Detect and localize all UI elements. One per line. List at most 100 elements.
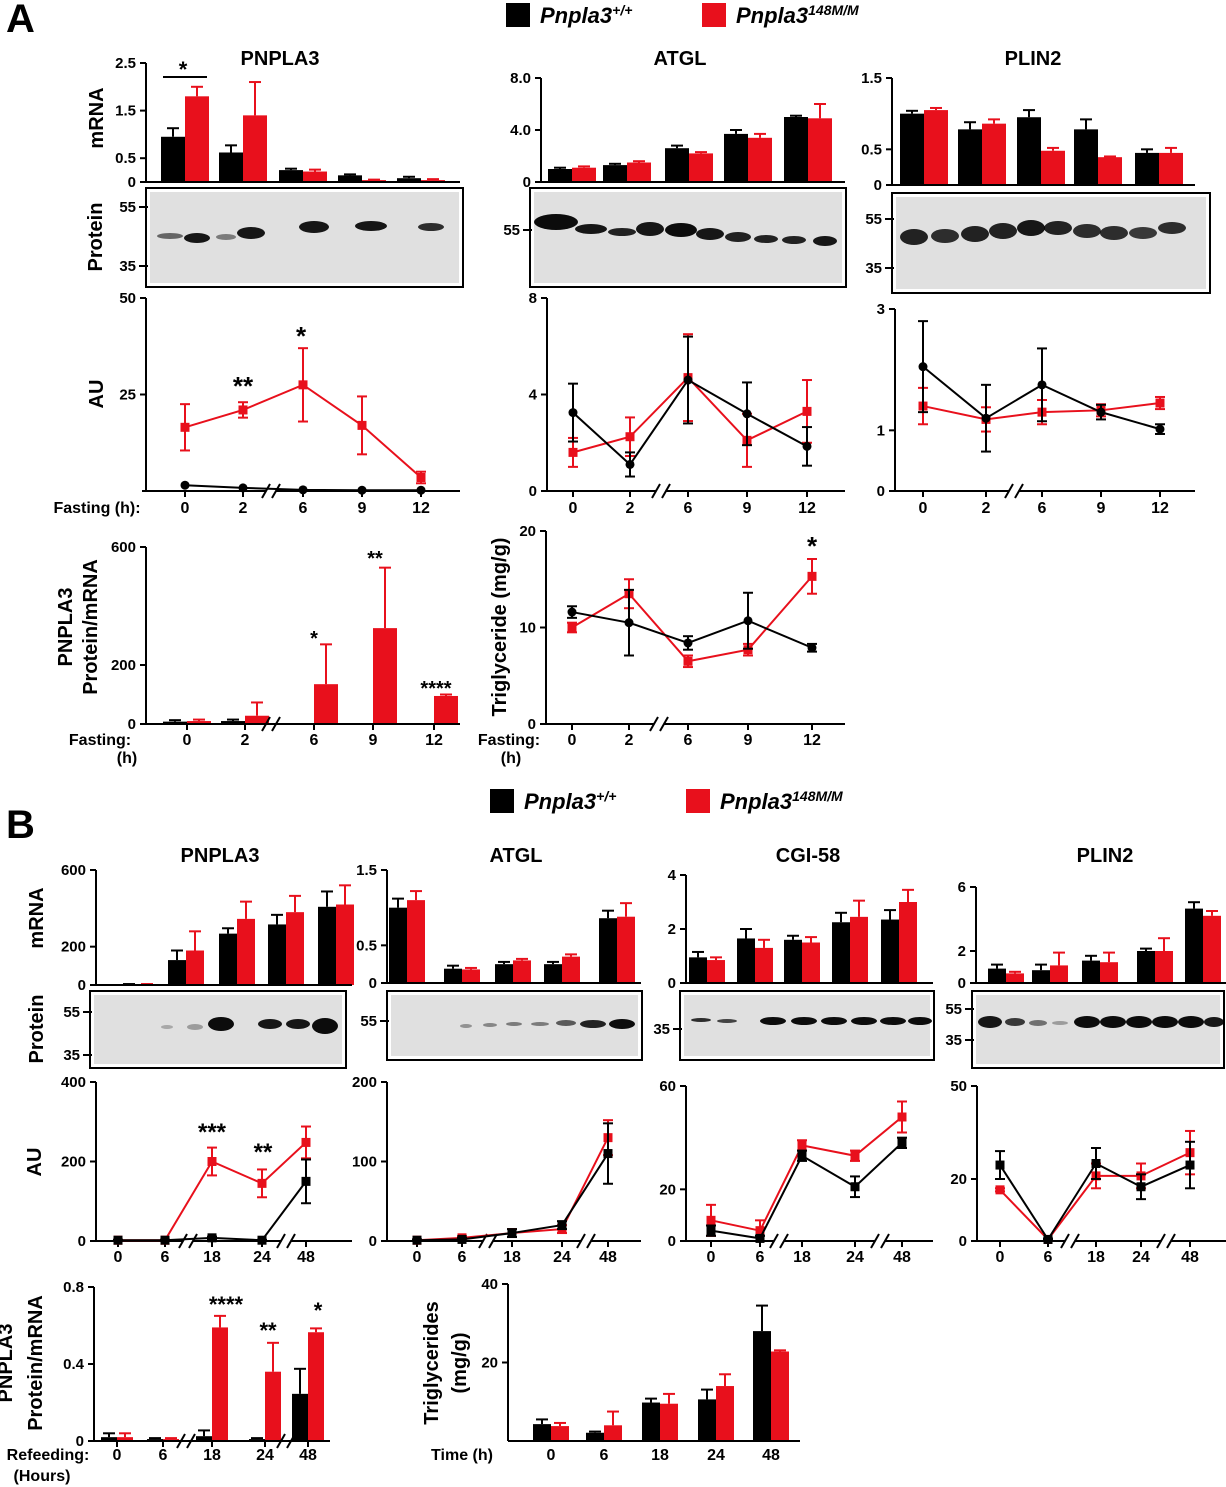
data-point (1136, 1182, 1146, 1192)
axis-break-mark (661, 483, 671, 499)
y-tick-label: 0 (528, 716, 536, 733)
y-tick-label: 60 (659, 1078, 676, 1095)
bar (265, 1371, 281, 1441)
x-tick-label: 6 (458, 1249, 467, 1266)
legend: Pnpla3+/+ Pnpla3148M/M (490, 788, 843, 814)
significance-marker: ** (259, 1318, 277, 1343)
protein-band (851, 1017, 877, 1025)
data-point (995, 1185, 1005, 1195)
protein-band (483, 1023, 497, 1027)
blot-membrane (976, 995, 1220, 1064)
axis-break-mark (271, 483, 281, 499)
protein-band (1152, 1016, 1178, 1028)
y-tick-label: 0.8 (63, 1279, 84, 1296)
chart-title: CGI-58 (776, 845, 840, 867)
protein-band (989, 223, 1017, 239)
series-line (710, 1116, 903, 1232)
data-point (743, 616, 753, 626)
y-tick-label: 25 (119, 387, 136, 404)
protein-band (725, 232, 751, 242)
y-axis: 0 0.4 0.8 (63, 1279, 95, 1450)
protein-band (1129, 227, 1157, 239)
protein-band (534, 214, 578, 230)
panel-letter-b: B (6, 803, 35, 847)
x-tick-label: 9 (743, 500, 752, 517)
bar (1203, 915, 1221, 983)
x-axis-label: (h) (501, 750, 521, 767)
bar (163, 721, 187, 724)
y-tick-label: 20 (659, 1181, 676, 1198)
x-tick-label: 0 (181, 500, 190, 517)
protein-band (1029, 1020, 1047, 1026)
bar (689, 153, 713, 182)
bar (1155, 951, 1173, 983)
panel-letter-a: A (6, 0, 35, 41)
bar (724, 133, 748, 182)
y-axis: 0 2 4 (668, 867, 687, 992)
x-tick-label: 0 (996, 1249, 1005, 1266)
axis-break-mark (276, 1433, 286, 1449)
data-point (625, 432, 635, 442)
data-point (797, 1151, 807, 1161)
protein-band (580, 1020, 606, 1028)
bar (707, 960, 725, 983)
y-tick-label: 0 (128, 174, 136, 191)
data-point (683, 375, 693, 385)
bar (1098, 157, 1122, 185)
x-tick-label: 12 (425, 732, 443, 749)
x-tick-label: 6 (299, 500, 308, 517)
data-point (568, 447, 578, 457)
y-tick-label: 0.5 (861, 141, 882, 158)
significance-marker: **** (209, 1292, 244, 1317)
data-point (180, 422, 190, 432)
bar (737, 938, 755, 983)
x-tick-label: 9 (358, 500, 367, 517)
bar (1100, 962, 1118, 983)
y-tick-label: 200 (61, 1154, 86, 1171)
y-tick-label: 0 (369, 1233, 377, 1250)
protein-band (1158, 222, 1186, 234)
line-series-group (567, 557, 817, 669)
x-axis: 0 2 6 9 12 (546, 716, 845, 749)
data-point (301, 1176, 311, 1186)
chart-title: ATGL (654, 48, 707, 70)
bar (604, 1425, 622, 1441)
axis-break-mark (1014, 483, 1024, 499)
bar (219, 152, 243, 182)
y-tick-label: 6 (958, 879, 966, 896)
bar (586, 1432, 604, 1441)
y-tick-label: 600 (61, 862, 86, 879)
x-axis-label: Fasting: (69, 732, 131, 749)
x-tick-label: 12 (803, 732, 821, 749)
protein-band (1100, 1016, 1126, 1028)
legend: Pnpla3+/+ Pnpla3148M/M (506, 2, 859, 28)
mw-marker-label: 55 (63, 1004, 80, 1021)
bar (716, 1386, 734, 1441)
significance-marker: ** (254, 1139, 273, 1166)
bar (572, 167, 596, 182)
protein-band (978, 1016, 1002, 1028)
bar (336, 904, 354, 985)
protein-band (506, 1022, 522, 1026)
mw-marker-label: 55 (360, 1013, 377, 1030)
blot-ylabel: Protein (85, 203, 107, 272)
data-point (298, 485, 308, 495)
line-series-group (918, 320, 1165, 453)
x-tick-label: 24 (553, 1249, 571, 1266)
data-point (567, 623, 577, 632)
line-series-group (180, 347, 426, 495)
bar (755, 947, 773, 983)
x-tick-label: 12 (798, 500, 816, 517)
x-tick-label: 6 (1038, 500, 1047, 517)
western-blot: 55 (503, 187, 847, 288)
bar (268, 924, 286, 985)
data-point (683, 638, 693, 648)
data-point (897, 1138, 907, 1148)
x-tick-label: 6 (161, 1249, 170, 1266)
significance-marker: ** (233, 371, 254, 401)
y-axis: 0 4 8 (529, 290, 548, 500)
axis-break-mark (176, 1433, 186, 1449)
y-axis-label: AU (24, 1148, 46, 1177)
y-axis: 0 100 200 (352, 1074, 388, 1250)
x-tick-label: 0 (547, 1447, 556, 1464)
